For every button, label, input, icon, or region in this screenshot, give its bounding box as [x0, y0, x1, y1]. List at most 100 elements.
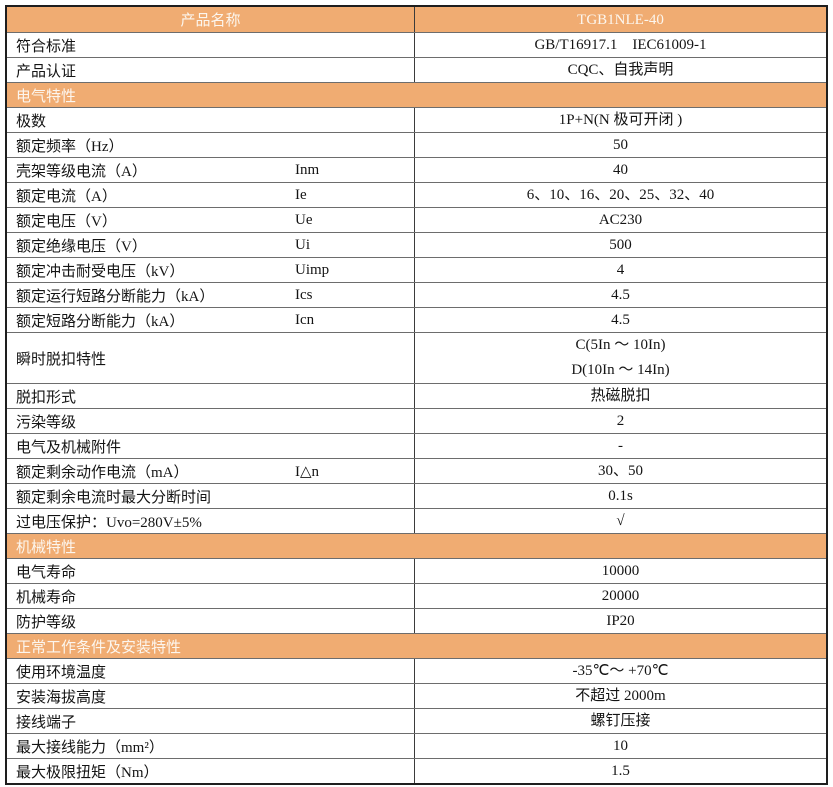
spec-label-text: 额定运行短路分断能力（kA） [16, 288, 215, 305]
spec-label-text: 符合标准 [16, 38, 77, 55]
spec-value-cell: -35℃～ +70℃ [572, 663, 669, 679]
spec-row: 额定冲击耐受电压（kV） Uimp 4 [7, 257, 826, 282]
spec-row: 电气及机械附件 - [7, 433, 826, 458]
spec-symbol: Uimp [295, 261, 330, 278]
spec-value-cell: C(5In ～ 10In) D(10In ～ 14In) [415, 333, 826, 383]
spec-label-text: 过电压保护：Uvo=280V±5% [16, 514, 202, 531]
spec-label-cell: 脱扣形式 [7, 384, 415, 408]
spec-label-cell: 电气寿命 [7, 559, 415, 583]
spec-label-cell: 最大极限扭矩（Nm） [7, 759, 415, 783]
spec-value-cell: 20000 [601, 588, 640, 604]
spec-row: 防护等级 IP20 [7, 608, 826, 633]
spec-label-cell: 额定剩余动作电流（mA） I△n [7, 459, 415, 483]
spec-value-cell: GB/T16917.1 IEC61009-1 [534, 37, 707, 53]
spec-label-text: 安装海拔高度 [16, 689, 107, 706]
spec-value-cell: √ [616, 513, 625, 529]
spec-row: 安装海拔高度 不超过 2000m [7, 683, 826, 708]
section-header-row: 电气特性 [7, 82, 826, 107]
spec-label-text: 脱扣形式 [16, 389, 77, 406]
product-name-label: 产品名称 [180, 13, 241, 29]
spec-label-cell: 污染等级 [7, 409, 415, 433]
spec-label-cell: 机械寿命 [7, 584, 415, 608]
spec-label-cell: 额定绝缘电压（V） Ui [7, 233, 415, 257]
spec-value-cell: - [618, 438, 623, 454]
spec-value-cell: 4.5 [611, 287, 630, 303]
spec-row: 最大接线能力（mm²） 10 [7, 733, 826, 758]
spec-label-text: 瞬时脱扣特性 [16, 351, 107, 368]
spec-symbol: Inm [295, 161, 320, 178]
spec-label-cell: 最大接线能力（mm²） [7, 734, 415, 758]
spec-label-cell: 额定剩余电流时最大分断时间 [7, 484, 415, 508]
spec-label-cell: 电气及机械附件 [7, 434, 415, 458]
spec-row: 脱扣形式 热磁脱扣 [7, 383, 826, 408]
spec-label-cell: 额定频率（Hz） [7, 133, 415, 157]
spec-value-cell: 1P+N(N 极可开闭 ) [558, 112, 683, 128]
spec-label-text: 产品认证 [16, 63, 77, 80]
spec-row: 产品认证 CQC、自我声明 [7, 57, 826, 82]
spec-value-line: C(5In ～ 10In) [575, 337, 666, 353]
spec-row: 极数 1P+N(N 极可开闭 ) [7, 107, 826, 132]
spec-label-cell: 额定电压（V） Ue [7, 208, 415, 232]
spec-label-cell: 使用环境温度 [7, 659, 415, 683]
spec-symbol: I△n [295, 463, 320, 480]
spec-label-text: 额定电压（V） [16, 213, 117, 230]
spec-row: 瞬时脱扣特性 C(5In ～ 10In) D(10In ～ 14In) [7, 332, 826, 383]
spec-label-cell: 安装海拔高度 [7, 684, 415, 708]
spec-value-cell: 30、50 [597, 463, 643, 479]
spec-value-cell: 500 [609, 237, 632, 253]
spec-value-cell: CQC、自我声明 [567, 62, 674, 78]
section-title: 电气特性 [16, 88, 77, 105]
spec-label-text: 使用环境温度 [16, 664, 107, 681]
spec-value-cell: 螺钉压接 [590, 713, 651, 729]
spec-row: 电气寿命 10000 [7, 558, 826, 583]
spec-label-text: 额定绝缘电压（V） [16, 238, 147, 255]
spec-value-cell: 0.1s [608, 488, 633, 504]
spec-label-cell: 额定电流（A） Ie [7, 183, 415, 207]
spec-value-cell: 1.5 [611, 763, 630, 779]
spec-label-text: 电气及机械附件 [16, 439, 122, 456]
spec-symbol: Ie [295, 186, 307, 203]
spec-row: 壳架等级电流（A） Inm 40 [7, 157, 826, 182]
spec-row: 额定剩余动作电流（mA） I△n 30、50 [7, 458, 826, 483]
spec-row: 额定电压（V） Ue AC230 [7, 207, 826, 232]
spec-label-cell: 过电压保护：Uvo=280V±5% [7, 509, 415, 533]
section-header-row: 机械特性 [7, 533, 826, 558]
spec-label-text: 污染等级 [16, 414, 77, 431]
spec-label-text: 极数 [16, 113, 47, 130]
spec-label-text: 壳架等级电流（A） [16, 163, 147, 180]
spec-label-text: 额定短路分断能力（kA） [16, 313, 185, 330]
spec-row: 额定绝缘电压（V） Ui 500 [7, 232, 826, 257]
spec-row: 符合标准 GB/T16917.1 IEC61009-1 [7, 32, 826, 57]
spec-label-text: 最大极限扭矩（Nm） [16, 764, 159, 781]
spec-row: 额定运行短路分断能力（kA） Ics 4.5 [7, 282, 826, 307]
spec-label-text: 额定电流（A） [16, 188, 117, 205]
spec-label-cell: 额定短路分断能力（kA） Icn [7, 308, 415, 332]
spec-value-cell: AC230 [598, 212, 643, 228]
spec-value-line: D(10In ～ 14In) [571, 362, 670, 378]
spec-label-text: 额定冲击耐受电压（kV） [16, 263, 185, 280]
section-title: 正常工作条件及安装特性 [16, 639, 182, 656]
spec-value-cell: 2 [616, 413, 625, 429]
spec-symbol: Ics [295, 286, 313, 303]
spec-value-cell: 不超过 2000m [575, 688, 666, 704]
spec-label-cell: 防护等级 [7, 609, 415, 633]
spec-row: 使用环境温度 -35℃～ +70℃ [7, 658, 826, 683]
spec-row: 接线端子 螺钉压接 [7, 708, 826, 733]
spec-label-text: 额定频率（Hz） [16, 138, 124, 155]
spec-value-cell: 4 [616, 262, 625, 278]
spec-row: 过电压保护：Uvo=280V±5% √ [7, 508, 826, 533]
spec-row: 额定电流（A） Ie 6、10、16、20、25、32、40 [7, 182, 826, 207]
spec-label-text: 最大接线能力（mm²） [16, 739, 164, 756]
spec-label-cell: 额定运行短路分断能力（kA） Ics [7, 283, 415, 307]
spec-label-cell: 接线端子 [7, 709, 415, 733]
section-header-row: 正常工作条件及安装特性 [7, 633, 826, 658]
spec-label-text: 机械寿命 [16, 589, 77, 606]
spec-row: 额定剩余电流时最大分断时间 0.1s [7, 483, 826, 508]
spec-symbol: Ui [295, 236, 310, 253]
spec-value-cell: IP20 [606, 613, 635, 629]
spec-value-cell: 40 [613, 162, 628, 178]
section-title: 机械特性 [16, 539, 77, 556]
spec-label-text: 电气寿命 [16, 564, 77, 581]
spec-row: 额定短路分断能力（kA） Icn 4.5 [7, 307, 826, 332]
